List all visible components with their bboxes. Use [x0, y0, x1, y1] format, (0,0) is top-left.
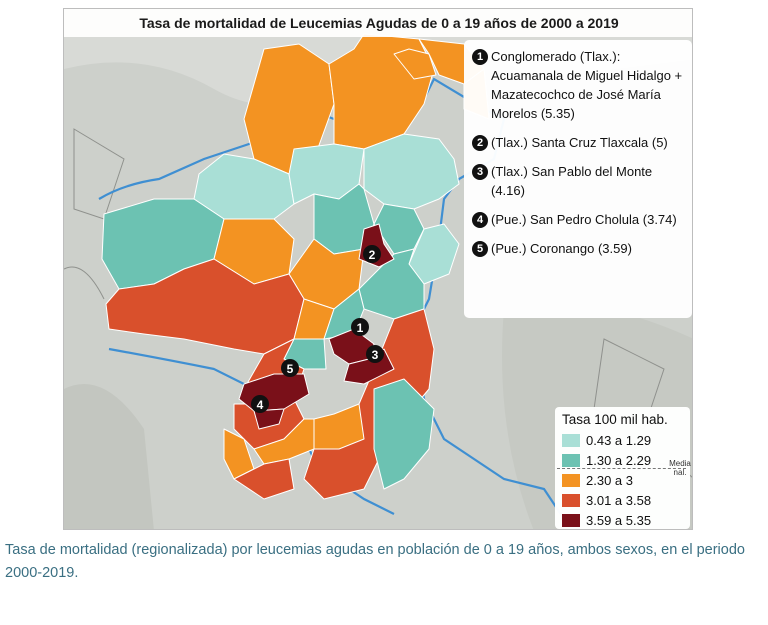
legend-media-label: Media nal. [669, 459, 691, 477]
reference-number: 2 [472, 135, 488, 151]
map-marker-4: 4 [251, 395, 269, 413]
reference-text: (Pue.) Coronango (3.59) [491, 241, 632, 256]
legend-title: Tasa 100 mil hab. [562, 412, 668, 427]
legend-label: 3.01 a 3.58 [586, 492, 652, 508]
legend-swatch [562, 473, 580, 487]
legend-media-line [557, 468, 686, 469]
map-figure: 1 2 3 4 5 Tasa de mortalidad de Leucemia… [63, 8, 693, 530]
reference-panel: 1 Conglomerado (Tlax.): Acuamanala de Mi… [464, 40, 692, 318]
reference-number: 3 [472, 164, 488, 180]
reference-number: 4 [472, 212, 488, 228]
reference-text: (Pue.) San Pedro Cholula (3.74) [491, 212, 677, 227]
legend-swatch [562, 513, 580, 527]
svg-text:5: 5 [287, 362, 294, 376]
reference-text: (Tlax.) Santa Cruz Tlaxcala (5) [491, 135, 668, 150]
legend-row: 3.01 a 3.58 [562, 490, 683, 510]
figure-caption: Tasa de mortalidad (regionalizada) por l… [5, 542, 745, 581]
map-marker-3: 3 [366, 345, 384, 363]
svg-text:2: 2 [369, 248, 376, 262]
reference-text: (Tlax.) San Pablo del Monte (4.16) [491, 164, 653, 198]
svg-text:3: 3 [372, 348, 379, 362]
reference-item: 1 Conglomerado (Tlax.): Acuamanala de Mi… [472, 47, 684, 123]
legend-label: 3.59 a 5.35 [586, 512, 652, 528]
map-marker-1: 1 [351, 318, 369, 336]
legend-label: 2.30 a 3 [586, 472, 633, 488]
reference-number: 5 [472, 241, 488, 257]
legend-row: 2.30 a 3 [562, 470, 683, 490]
reference-item: 3 (Tlax.) San Pablo del Monte (4.16) [472, 162, 684, 200]
map-title: Tasa de mortalidad de Leucemias Agudas d… [64, 9, 692, 37]
legend-swatch [562, 493, 580, 507]
map-marker-5: 5 [281, 359, 299, 377]
map-legend: Tasa 100 mil hab. 0.43 a 1.29 1.30 a 2.2… [555, 407, 691, 529]
legend-row: 0.43 a 1.29 [562, 430, 683, 450]
map-marker-2: 2 [363, 245, 381, 263]
legend-row: 1.30 a 2.29 [562, 450, 683, 470]
legend-swatch [562, 433, 580, 447]
legend-label: 1.30 a 2.29 [586, 452, 652, 468]
legend-row: 3.59 a 5.35 [562, 510, 683, 529]
svg-text:4: 4 [257, 398, 264, 412]
reference-number: 1 [472, 49, 488, 65]
reference-item: 2 (Tlax.) Santa Cruz Tlaxcala (5) [472, 133, 684, 152]
reference-item: 4 (Pue.) San Pedro Cholula (3.74) [472, 210, 684, 229]
svg-text:1: 1 [357, 321, 364, 335]
reference-item: 5 (Pue.) Coronango (3.59) [472, 239, 684, 258]
legend-label: 0.43 a 1.29 [586, 432, 652, 448]
reference-text: Conglomerado (Tlax.): Acuamanala de Migu… [491, 49, 683, 121]
legend-swatch [562, 453, 580, 467]
